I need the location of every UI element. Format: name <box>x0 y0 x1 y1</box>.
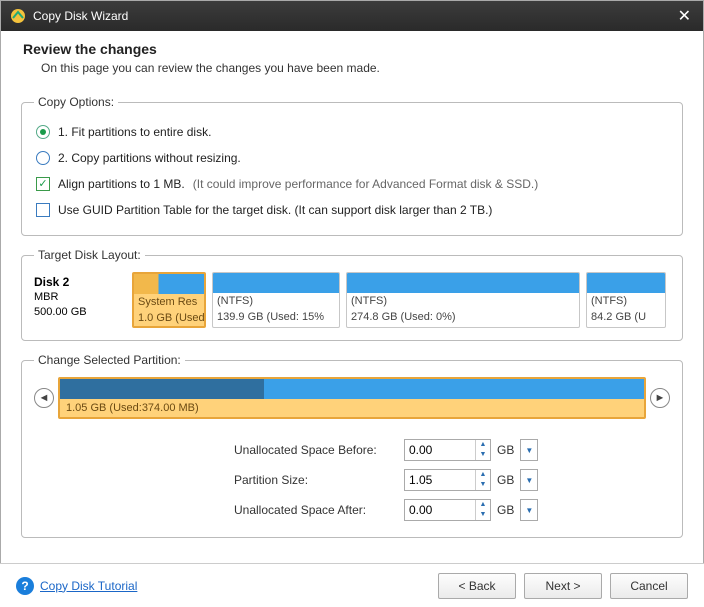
checkbox-icon[interactable]: ✓ <box>36 177 50 191</box>
space-after-spinner[interactable]: ▲▼ <box>404 499 491 521</box>
page-subtitle: On this page you can review the changes … <box>23 57 681 75</box>
option-fit-partitions[interactable]: 1. Fit partitions to entire disk. <box>34 119 670 145</box>
target-layout-legend: Target Disk Layout: <box>34 248 145 262</box>
space-before-spinner[interactable]: ▲▼ <box>404 439 491 461</box>
change-selected-legend: Change Selected Partition: <box>34 353 185 367</box>
next-partition-button[interactable]: ► <box>650 388 670 408</box>
option-label: Align partitions to 1 MB. <box>58 177 185 191</box>
spin-up-icon[interactable]: ▲ <box>476 470 490 480</box>
change-selected-group: Change Selected Partition: ◄ 1.05 GB (Us… <box>21 353 683 538</box>
option-label: 2. Copy partitions without resizing. <box>58 151 241 165</box>
spin-down-icon[interactable]: ▼ <box>476 510 490 520</box>
disk-type: MBR <box>34 290 126 305</box>
window-title: Copy Disk Wizard <box>33 9 674 23</box>
partition-size-form: Unallocated Space Before: ▲▼ GB ▼ Partit… <box>34 435 670 525</box>
titlebar: Copy Disk Wizard ✕ <box>1 1 703 31</box>
used-segment <box>60 379 264 399</box>
disk-info: Disk 2 MBR 500.00 GB <box>34 272 126 328</box>
partition-bar <box>347 273 579 293</box>
spin-up-icon[interactable]: ▲ <box>476 500 490 510</box>
cancel-button[interactable]: Cancel <box>610 573 688 599</box>
disk-name: Disk 2 <box>34 274 126 290</box>
partition-size-label: Partition Size: <box>34 473 404 487</box>
unit-dropdown[interactable]: ▼ <box>520 439 538 461</box>
partition-label: (NTFS) <box>347 293 579 309</box>
footer: ? Copy Disk Tutorial < Back Next > Cance… <box>0 563 704 607</box>
space-after-input[interactable] <box>405 500 475 520</box>
prev-partition-button[interactable]: ◄ <box>34 388 54 408</box>
partition-block[interactable]: (NTFS)84.2 GB (U <box>586 272 666 328</box>
unit-dropdown[interactable]: ▼ <box>520 469 538 491</box>
spin-up-icon[interactable]: ▲ <box>476 440 490 450</box>
option-label: 1. Fit partitions to entire disk. <box>58 125 211 139</box>
target-disk-layout-group: Target Disk Layout: Disk 2 MBR 500.00 GB… <box>21 248 683 341</box>
spin-down-icon[interactable]: ▼ <box>476 480 490 490</box>
disk-size: 500.00 GB <box>34 305 126 320</box>
next-button[interactable]: Next > <box>524 573 602 599</box>
copy-options-group: Copy Options: 1. Fit partitions to entir… <box>21 95 683 236</box>
partition-label: (NTFS) <box>587 293 665 309</box>
partition-bar <box>134 274 204 294</box>
back-button[interactable]: < Back <box>438 573 516 599</box>
partition-label: System Res <box>134 294 204 310</box>
app-icon <box>9 7 27 25</box>
partition-bar <box>213 273 339 293</box>
option-align-partitions[interactable]: ✓ Align partitions to 1 MB. (It could im… <box>34 171 670 197</box>
partition-sublabel: 274.8 GB (Used: 0%) <box>347 309 579 325</box>
partition-size-input[interactable] <box>405 470 475 490</box>
option-note: (It could improve performance for Advanc… <box>193 177 538 191</box>
unit-dropdown[interactable]: ▼ <box>520 499 538 521</box>
selected-partition-bar[interactable]: 1.05 GB (Used:374.00 MB) <box>58 377 646 419</box>
radio-icon[interactable] <box>36 125 50 139</box>
tutorial-link[interactable]: Copy Disk Tutorial <box>40 579 137 593</box>
unit-label: GB <box>497 503 514 517</box>
free-segment <box>264 379 644 399</box>
page-title: Review the changes <box>23 41 681 57</box>
space-after-label: Unallocated Space After: <box>34 503 404 517</box>
unit-label: GB <box>497 473 514 487</box>
option-label: Use GUID Partition Table for the target … <box>58 203 492 217</box>
spin-down-icon[interactable]: ▼ <box>476 450 490 460</box>
selected-partition-label: 1.05 GB (Used:374.00 MB) <box>60 399 644 417</box>
partition-bar <box>587 273 665 293</box>
close-icon[interactable]: ✕ <box>674 6 695 26</box>
partition-label: (NTFS) <box>213 293 339 309</box>
partition-sublabel: 1.0 GB (Used <box>134 310 204 326</box>
option-use-guid[interactable]: ✓ Use GUID Partition Table for the targe… <box>34 197 670 223</box>
checkbox-icon[interactable]: ✓ <box>36 203 50 217</box>
radio-icon[interactable] <box>36 151 50 165</box>
copy-options-legend: Copy Options: <box>34 95 118 109</box>
header: Review the changes On this page you can … <box>1 31 703 83</box>
partition-size-spinner[interactable]: ▲▼ <box>404 469 491 491</box>
partition-block[interactable]: (NTFS)274.8 GB (Used: 0%) <box>346 272 580 328</box>
help-link[interactable]: ? Copy Disk Tutorial <box>16 577 137 595</box>
unit-label: GB <box>497 443 514 457</box>
option-copy-without-resize[interactable]: 2. Copy partitions without resizing. <box>34 145 670 171</box>
partition-block[interactable]: (NTFS)139.9 GB (Used: 15% <box>212 272 340 328</box>
help-icon: ? <box>16 577 34 595</box>
partition-sublabel: 84.2 GB (U <box>587 309 665 325</box>
space-before-label: Unallocated Space Before: <box>34 443 404 457</box>
space-before-input[interactable] <box>405 440 475 460</box>
partition-sublabel: 139.9 GB (Used: 15% <box>213 309 339 325</box>
partition-block[interactable]: System Res1.0 GB (Used <box>132 272 206 328</box>
